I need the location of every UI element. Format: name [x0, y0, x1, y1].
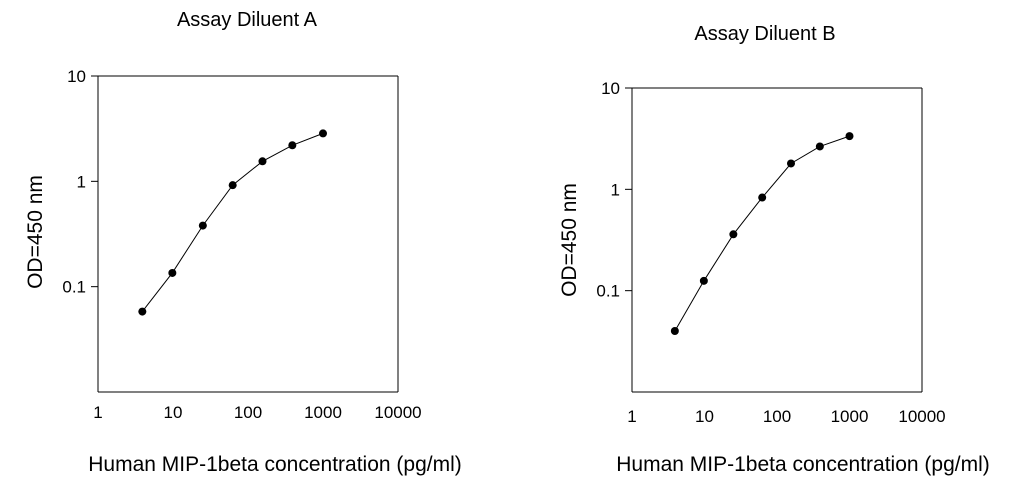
x-tick-label: 100	[763, 407, 791, 426]
data-point	[258, 157, 267, 166]
data-point	[319, 129, 327, 138]
chart-title: Assay Diluent B	[694, 23, 835, 45]
data-point	[198, 221, 207, 230]
data-point	[845, 132, 854, 141]
data-point	[787, 159, 796, 168]
data-point	[815, 142, 824, 151]
chart-title: Assay Diluent A	[177, 9, 318, 31]
x-tick-label: 1000	[304, 403, 342, 422]
x-tick-label: 1000	[831, 407, 869, 426]
y-tick-label: 1	[77, 172, 86, 191]
chart-panel-2: Assay Diluent B 10 1 0.1 1 10 100 1000 10000 OD=4…	[558, 23, 990, 476]
series-line	[141, 132, 324, 312]
x-tick-label: 10000	[374, 403, 421, 422]
y-tick-label: 10	[601, 79, 620, 98]
data-point	[670, 326, 679, 335]
x-tick-label: 1	[627, 407, 636, 426]
x-tick-label: 100	[234, 403, 262, 422]
series-line	[674, 135, 850, 332]
y-tick-label: 0.1	[62, 278, 86, 297]
y-tick-label: 10	[67, 67, 86, 86]
data-point	[729, 230, 738, 239]
data-point	[228, 181, 237, 190]
data-point	[288, 141, 297, 150]
data-point	[168, 268, 177, 277]
x-tick-label: 10	[164, 403, 183, 422]
y-tick-label: 1	[611, 180, 620, 199]
data-point	[758, 193, 767, 202]
x-tick-label: 1	[93, 403, 102, 422]
chart-panel-1: Assay Diluent A 10 1 0.1 1 10 100 1000 10000 OD=4…	[24, 9, 462, 476]
data-point	[138, 307, 147, 316]
x-axis-label: Human MIP-1beta concentration (pg/ml)	[88, 453, 462, 476]
x-tick-label: 10	[695, 407, 714, 426]
data-point	[699, 276, 708, 285]
x-tick-label: 10000	[898, 407, 945, 426]
x-axis-label: Human MIP-1beta concentration (pg/ml)	[616, 453, 990, 476]
y-tick-label: 0.1	[596, 282, 620, 301]
y-axis-label: OD=450 nm	[558, 183, 581, 297]
y-axis-label: OD=450 nm	[24, 175, 47, 289]
